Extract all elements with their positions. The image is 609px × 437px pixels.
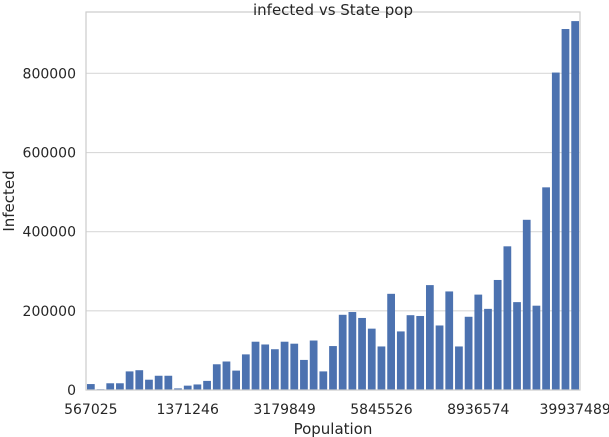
- y-tick-label: 600000: [23, 146, 76, 162]
- bar: [464, 316, 473, 390]
- bar: [571, 21, 580, 390]
- bar: [203, 380, 211, 390]
- bar: [348, 312, 357, 390]
- bar: [174, 388, 182, 390]
- bar: [290, 343, 299, 390]
- y-tick-labels: 0 200000 400000 600000 800000: [23, 66, 76, 399]
- x-tick-label: 8936574: [447, 402, 509, 418]
- bar: [396, 331, 405, 390]
- y-axis-label: Infected: [0, 170, 18, 231]
- x-axis-label: Population: [294, 420, 373, 437]
- bar: [338, 314, 347, 390]
- y-tick-label: 200000: [23, 304, 76, 320]
- bar: [493, 279, 502, 390]
- bar: [455, 346, 463, 390]
- bar: [484, 308, 492, 390]
- bar: [241, 354, 250, 390]
- bar: [106, 383, 115, 390]
- bar: [154, 375, 163, 390]
- bar: [222, 361, 231, 390]
- bar: [416, 315, 425, 390]
- bar: [183, 385, 192, 390]
- bar: [445, 291, 454, 390]
- bar: [522, 219, 531, 390]
- bar: [425, 285, 434, 390]
- bar: [435, 325, 444, 390]
- bar: [271, 349, 279, 390]
- bar: [145, 379, 153, 390]
- bar: [280, 341, 289, 390]
- bar: [406, 315, 415, 390]
- bar: [513, 302, 521, 390]
- y-tick-label: 400000: [23, 225, 76, 241]
- bars: [86, 21, 580, 390]
- bar: [532, 305, 541, 390]
- bar: [164, 375, 173, 390]
- bar: [367, 328, 376, 390]
- bar: [561, 29, 570, 390]
- bar: [261, 344, 270, 390]
- bar: [387, 293, 395, 390]
- x-tick-label: 1371246: [157, 402, 219, 418]
- bar: [212, 364, 221, 390]
- x-tick-labels: 567025 1371246 3179849 5845526 8936574 399374…: [64, 402, 609, 418]
- bar: [329, 346, 337, 390]
- x-tick-label: 5845526: [350, 402, 412, 418]
- bar: [474, 294, 483, 390]
- bar: [358, 317, 366, 390]
- y-tick-label: 0: [67, 383, 76, 399]
- chart-title: infected vs State pop: [253, 1, 413, 19]
- x-tick-label: 3179849: [253, 402, 315, 418]
- bar: [542, 187, 550, 390]
- bar: [377, 346, 386, 390]
- bar: [503, 246, 512, 390]
- bar: [116, 383, 124, 390]
- x-tick-label: 39937489: [540, 402, 609, 418]
- plot-frame: [85, 11, 581, 391]
- bar: [125, 371, 134, 390]
- x-tick-label: 567025: [64, 402, 117, 418]
- bar: [251, 341, 260, 390]
- bar: [232, 370, 241, 390]
- bar: [551, 72, 560, 390]
- bar: [135, 370, 144, 390]
- bar: [319, 371, 328, 390]
- bar: [193, 384, 202, 390]
- bar: [309, 340, 318, 390]
- y-tick-label: 800000: [23, 66, 76, 82]
- bar: [86, 384, 95, 390]
- bar: [300, 359, 308, 390]
